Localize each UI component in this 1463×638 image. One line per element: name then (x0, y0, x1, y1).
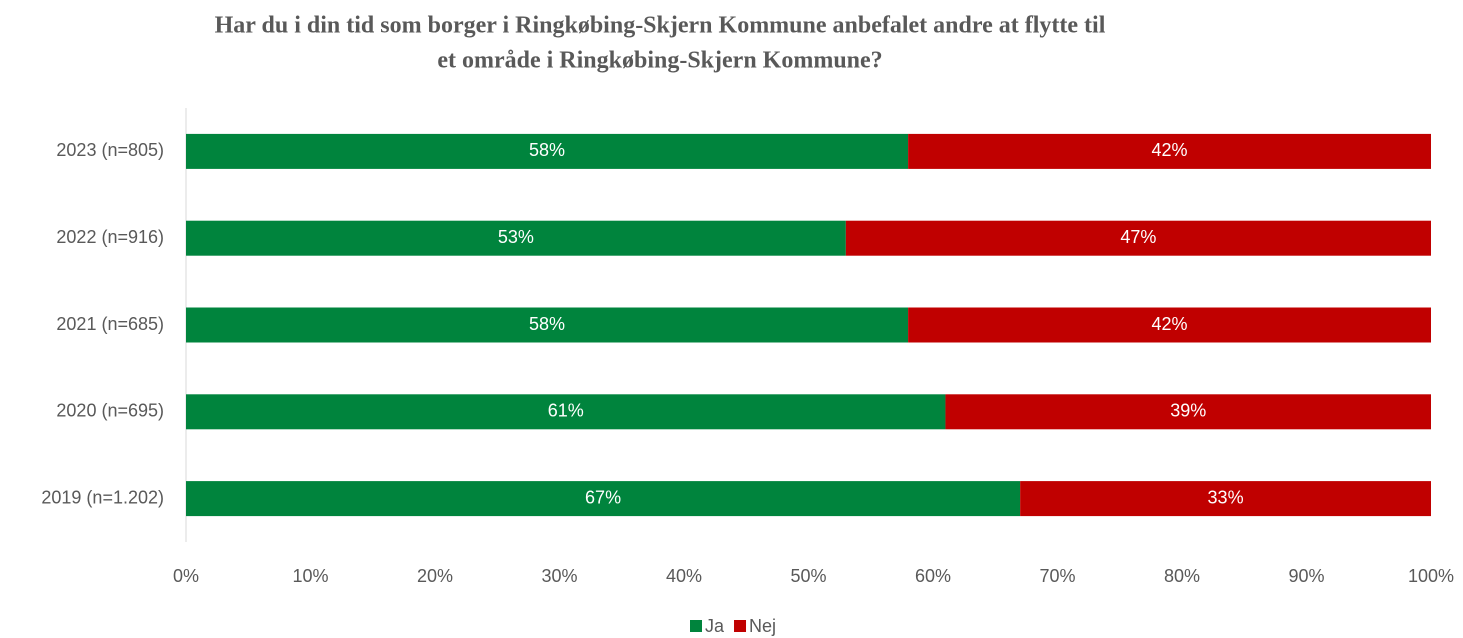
data-label: 47% (1120, 227, 1156, 247)
y-tick-label: 2022 (n=916) (56, 227, 164, 247)
x-tick-label: 30% (541, 566, 577, 586)
y-tick-label: 2020 (n=695) (56, 401, 164, 421)
data-label: 67% (585, 487, 621, 507)
bar-segment (945, 394, 1431, 430)
data-label: 42% (1152, 314, 1188, 334)
x-tick-label: 90% (1288, 566, 1324, 586)
x-tick-label: 10% (292, 566, 328, 586)
bar-segment (1020, 481, 1431, 517)
x-tick-label: 20% (417, 566, 453, 586)
data-label: 42% (1152, 140, 1188, 160)
x-tick-label: 100% (1408, 566, 1454, 586)
x-tick-label: 80% (1164, 566, 1200, 586)
x-tick-label: 70% (1039, 566, 1075, 586)
x-tick-label: 0% (173, 566, 199, 586)
data-label: 53% (498, 227, 534, 247)
data-label: 39% (1170, 401, 1206, 421)
data-label: 58% (529, 314, 565, 334)
bar-segment (908, 307, 1431, 343)
bar-segment (186, 307, 909, 343)
x-tick-label: 40% (666, 566, 702, 586)
legend-label: Nej (749, 616, 776, 636)
y-tick-label: 2021 (n=685) (56, 314, 164, 334)
bar-segment (845, 220, 1431, 256)
chart-title: et område i Ringkøbing-Skjern Kommune? (437, 48, 882, 74)
legend-label: Ja (705, 616, 725, 636)
bar-segment (186, 220, 846, 256)
bar-segment (186, 481, 1021, 517)
y-tick-label: 2023 (n=805) (56, 140, 164, 160)
data-label: 33% (1208, 487, 1244, 507)
legend-swatch (734, 620, 747, 632)
bar-segment (186, 133, 909, 169)
chart-title: Har du i din tid som borger i Ringkøbing… (215, 13, 1106, 39)
data-label: 58% (529, 140, 565, 160)
bar-segment (186, 394, 946, 430)
bar-segment (908, 133, 1431, 169)
y-tick-label: 2019 (n=1.202) (41, 487, 164, 507)
x-tick-label: 60% (915, 566, 951, 586)
x-tick-label: 50% (790, 566, 826, 586)
data-label: 61% (548, 401, 584, 421)
legend-swatch (690, 620, 702, 632)
